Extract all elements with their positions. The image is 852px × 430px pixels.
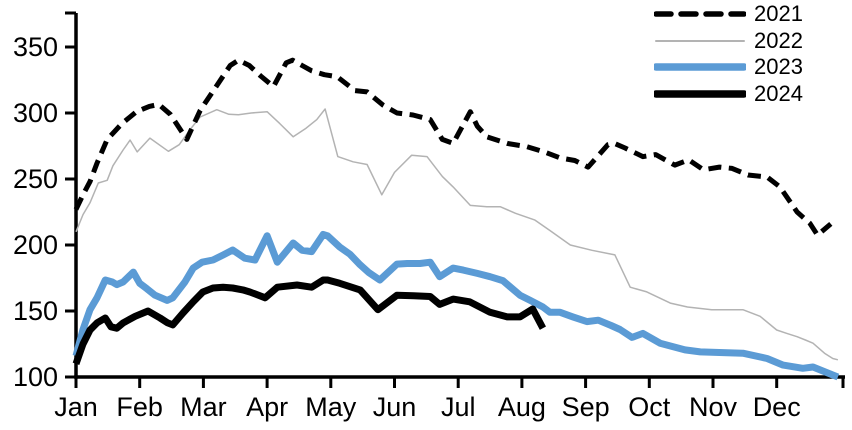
legend-label-2023: 2023: [754, 54, 803, 80]
x-tick-label: Apr: [246, 392, 288, 422]
legend-label-2022: 2022: [754, 27, 803, 53]
series-line-2022: [75, 108, 839, 361]
x-tick-label: May: [305, 392, 357, 422]
series-line-2023: [72, 230, 840, 381]
legend-item-2022: 2022: [654, 28, 803, 55]
x-tick-label: Oct: [628, 392, 671, 422]
legend-line-2024: [654, 90, 746, 98]
y-tick-label: 250: [13, 164, 58, 194]
legend-line-2022: [655, 39, 745, 42]
y-tick-label: 300: [13, 98, 58, 128]
legend-line-2023: [654, 63, 746, 71]
x-tick-label: Dec: [753, 392, 801, 422]
legend-item-2023: 2023: [654, 54, 803, 81]
legend: 2021 2022 2023 2024: [654, 1, 803, 107]
x-tick-label: Nov: [689, 392, 738, 422]
x-tick-label: Jan: [54, 392, 98, 422]
series-line-2021: [73, 57, 833, 238]
legend-label-2024: 2024: [754, 80, 803, 106]
y-tick-label: 100: [13, 362, 58, 392]
x-tick-label: Jul: [441, 392, 476, 422]
x-tick-label: Mar: [180, 392, 227, 422]
x-tick-label: Feb: [116, 392, 163, 422]
x-tick-label: Sep: [562, 392, 610, 422]
y-tick-label: 150: [13, 296, 58, 326]
legend-line-2021: [654, 11, 746, 17]
legend-item-2021: 2021: [654, 1, 803, 28]
series-line-2024: [72, 276, 546, 365]
y-tick-label: 350: [13, 32, 58, 62]
y-tick-label: 200: [13, 230, 58, 260]
x-tick-label: Aug: [498, 392, 546, 422]
legend-label-2021: 2021: [754, 1, 803, 27]
legend-item-2024: 2024: [654, 81, 803, 108]
x-tick-label: Jun: [373, 392, 417, 422]
